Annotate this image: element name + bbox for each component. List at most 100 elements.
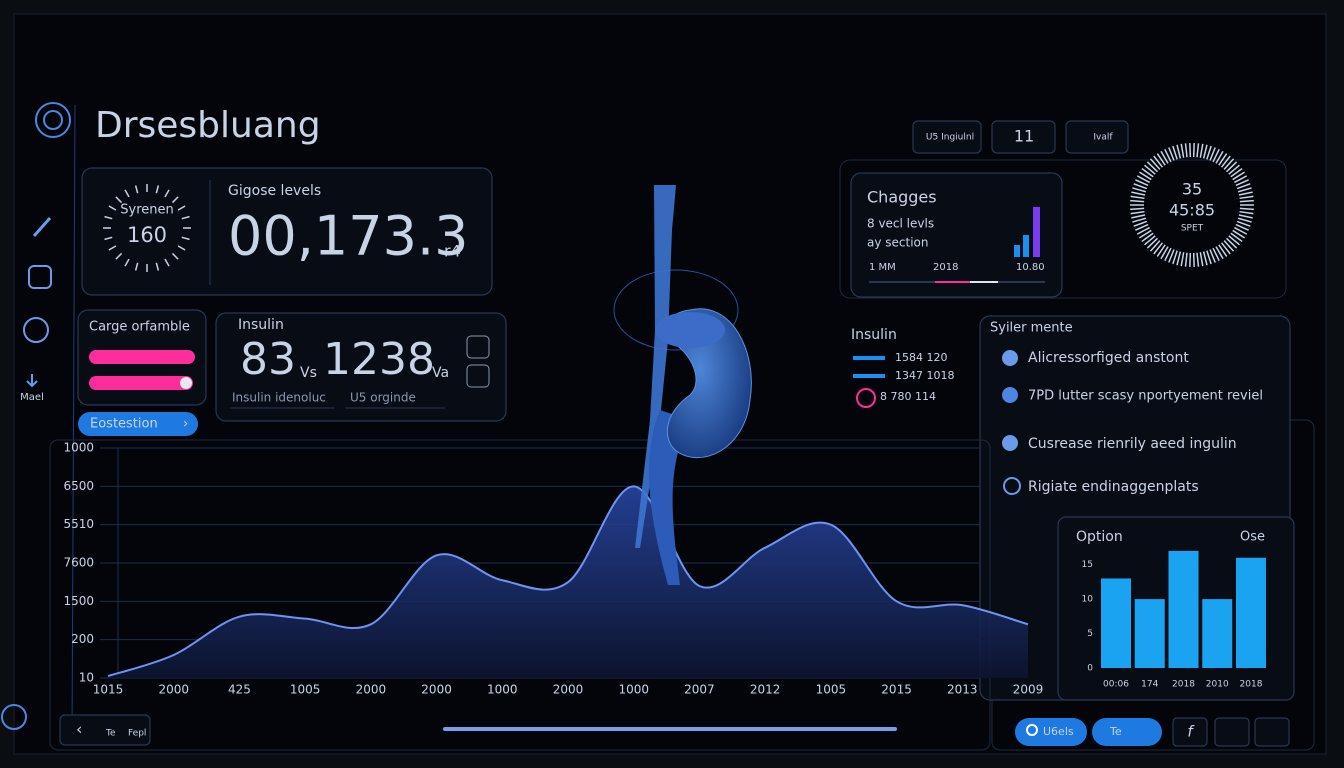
dial: 35 45:85 SPET [1130,143,1254,267]
list-icon [1002,435,1018,451]
area-line [107,485,1029,678]
card [850,172,1063,298]
x-tick-label: 174 [1141,680,1158,690]
ring-tick [115,252,123,260]
x-tick-label: 1005 [816,683,847,697]
y-tick-label: 10 [1082,595,1094,605]
ring-tick [115,196,123,204]
card-text: 8 vecl levls [867,217,934,231]
bottom-right-toolbar: U6els Te f [1015,717,1290,747]
ring-tick [1144,235,1156,246]
gauge-value: 160 [127,223,167,247]
ring-tick [1236,183,1251,190]
sidebar-icon[interactable] [23,317,49,343]
sidebar-icon[interactable] [28,265,52,289]
metric-unit: r4 [444,242,461,261]
chart-annotation: Ose [1240,530,1265,545]
button[interactable] [912,120,982,154]
list-item[interactable]: Alicressorfiged anstont [1028,350,1189,366]
ring-tick [1230,167,1243,178]
x-tick-label: 2000 [158,683,189,697]
ring-tick [1149,240,1161,252]
button[interactable] [1092,718,1162,746]
settings-icon[interactable] [1,704,27,730]
ring-tick [1139,171,1152,181]
ring-tick [1168,147,1175,161]
y-tick-label: 10 [79,671,94,685]
ring-tick [1144,164,1156,175]
ring-tick [1218,153,1228,166]
slider-knob[interactable] [180,377,192,389]
list-item[interactable]: 7PD lutter scasy nportyement reviel [1028,389,1263,404]
button[interactable] [78,412,198,436]
sidebar-icon[interactable] [32,217,52,237]
y-tick-label: 200 [71,632,94,646]
x-tick-label: 2012 [750,683,781,697]
caption: U5 orginde [350,391,416,405]
ring-tick [1239,210,1254,215]
button[interactable] [991,120,1056,154]
card-title: Syiler mente [990,321,1073,336]
ring-tick [1223,158,1235,170]
insulin-card: Insulin 83 Vs 1238 Va Insulin idenoluc U… [215,312,507,422]
icon-button[interactable] [466,364,490,388]
ring-tick [1218,244,1228,257]
button-label: Te [1109,725,1122,738]
toolbar-label[interactable]: Fepl [128,729,146,739]
ring-tick [1156,244,1166,257]
x-tick-label: 425 [228,683,251,697]
caption: Insulin idenoluc [232,391,326,405]
slider[interactable] [89,350,195,364]
ring-tick [1235,223,1249,231]
ring-tick [1199,252,1204,267]
changes-card: Chagges 8 vecl levls ay section 1 MM 201… [850,172,1063,298]
list-icon [1003,477,1021,495]
ring-tick [1226,237,1238,249]
button[interactable] [1214,717,1250,747]
legend-title: Insulin [851,327,897,343]
ring-tick [1160,150,1169,164]
ring-tick [1160,246,1169,260]
button-label: U6els [1043,725,1074,738]
chart-frame [49,439,991,751]
vessel [635,185,676,548]
list-item[interactable]: Rigiate endinaggenplats [1028,479,1199,495]
ring-tick [1136,226,1150,235]
search-icon [1026,724,1038,736]
ring-tick [1202,251,1208,266]
ring-tick [108,205,117,211]
app-title: Drsesbluang [95,105,321,146]
ring-tick [1130,207,1145,211]
ring-tick [1172,145,1178,160]
card-title: Insulin [238,317,284,333]
button[interactable] [1254,717,1290,747]
button[interactable] [1172,717,1208,747]
ring-tick [1237,217,1252,223]
slider[interactable] [89,376,193,390]
sidebar: Mael [1,217,52,730]
button-label: Ivalf [1093,133,1113,143]
back-button[interactable]: ‹ [76,720,82,739]
toolbar-label[interactable]: Te [105,729,116,739]
ring-tick [104,215,113,220]
ring-tick [1206,145,1212,160]
mini-bar [1023,235,1029,257]
x-tick-label: 1000 [618,683,649,697]
x-tick-label: 2018 [1172,680,1195,690]
orbit [613,269,739,351]
ring-tick [1176,251,1182,266]
ring-tick [1239,207,1254,211]
kidney-illustration [613,185,752,585]
ring-tick [1184,143,1188,158]
button[interactable] [1065,120,1129,154]
axis-label: 10.80 [1016,262,1045,273]
ring-tick [1220,242,1231,255]
list-item[interactable]: Cusrease rienrily aeed ingulin [1028,436,1237,452]
y-tick-label: 5510 [63,517,94,531]
icon-button[interactable] [466,335,490,359]
sidebar-icon[interactable] [26,374,38,388]
ring-tick [1131,214,1146,219]
card-title: Chagges [867,188,937,207]
ring-tick [1172,250,1178,265]
